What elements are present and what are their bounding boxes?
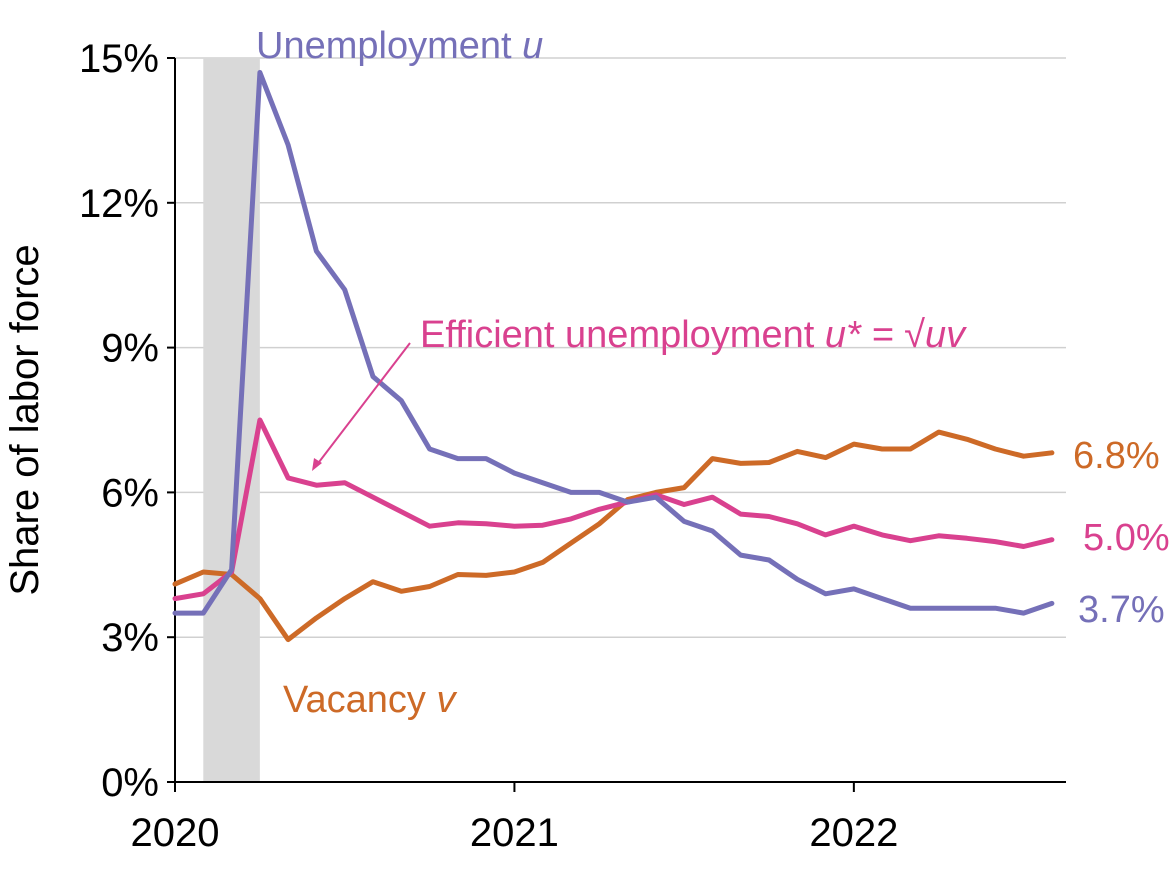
y-tick-label-3: 9%	[101, 327, 159, 371]
gridlines	[175, 57, 1066, 638]
unemployment-annotation: Unemployment u	[256, 25, 543, 67]
efficient-annotation-symbol: u* = √uv	[825, 314, 967, 356]
x-tick-label-0: 2020	[131, 811, 220, 855]
efficient-unemployment-line	[172, 417, 1055, 602]
x-tick-label-1: 2021	[470, 811, 559, 855]
vacancy-annotation-symbol: v	[437, 679, 458, 721]
vacancy-end-label: 6.8%	[1073, 435, 1160, 477]
vacancy-line	[172, 429, 1055, 643]
series-lines	[172, 70, 1055, 643]
x-tick-label-2: 2022	[809, 811, 898, 855]
unemployment-line	[172, 70, 1055, 616]
vacancy-annotation-name: Vacancy	[283, 679, 426, 721]
vacancy-annotation: Vacancy v	[283, 679, 458, 721]
y-tick-label-1: 3%	[101, 616, 159, 660]
efficient-annotation: Efficient unemployment u* = √uv	[420, 314, 967, 356]
unemployment-annotation-name: Unemployment	[256, 25, 512, 67]
y-axis-title: Share of labor force	[3, 244, 47, 595]
unemployment-annotation-symbol: u	[522, 25, 543, 67]
recession-shading	[203, 58, 260, 782]
y-tick-label-4: 12%	[79, 182, 159, 226]
y-tick-label-0: 0%	[101, 761, 159, 805]
unemployment-end-label: 3.7%	[1078, 589, 1165, 631]
tick-labels: 0% 3% 6% 9% 12% 15% 2020 2021 2022	[79, 37, 898, 855]
efficient-annotation-arrow	[312, 342, 411, 471]
y-tick-label-5: 15%	[79, 37, 159, 81]
efficient-end-label: 5.0%	[1083, 517, 1170, 559]
axes	[167, 57, 1066, 792]
y-tick-label-2: 6%	[101, 471, 159, 515]
efficient-annotation-name: Efficient unemployment	[420, 314, 815, 356]
